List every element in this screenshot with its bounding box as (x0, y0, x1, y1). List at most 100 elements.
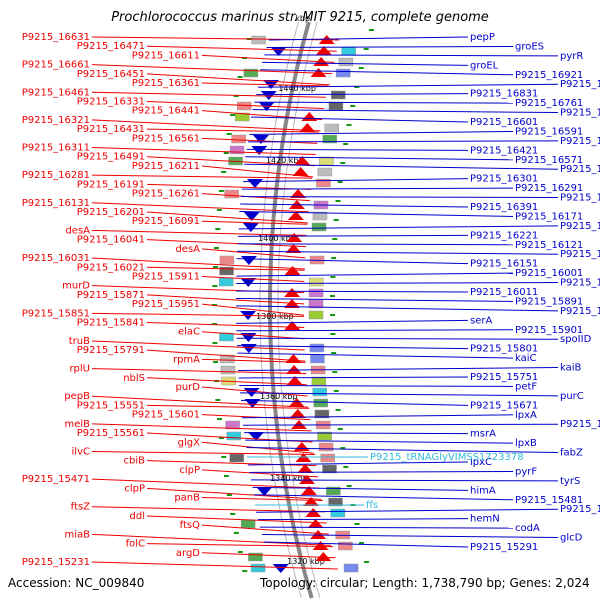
leader-line (236, 272, 514, 277)
reverse-gene-label: P9215_15591 (560, 419, 600, 430)
gene-category-box (243, 68, 259, 78)
gene-category-box (338, 541, 353, 551)
reverse-gene-label: P9215_15751 (470, 372, 538, 383)
forward-gene-label: P9215_15791 (77, 345, 145, 356)
forward-gene-arrow (297, 464, 314, 473)
leader-line (249, 130, 514, 135)
leader-line (236, 337, 559, 340)
forward-gene-arrow (305, 508, 322, 517)
leader-line (238, 376, 469, 379)
leader-line (91, 229, 307, 236)
leader-line (146, 404, 310, 409)
leader-line (242, 423, 559, 426)
reverse-gene-label: groEL (470, 60, 499, 71)
forward-gene-label: P9215_16021 (77, 262, 145, 273)
leader-line (243, 178, 469, 183)
forward-gene-label: P9215_16281 (22, 170, 90, 181)
leader-line (248, 140, 559, 143)
leader-line (254, 494, 514, 501)
gene-category-box (226, 431, 242, 441)
leader-line (236, 282, 559, 285)
gene-category-box (229, 145, 245, 155)
gene-category-box (311, 376, 327, 386)
reverse-gene-label: P9215_16291 (515, 183, 583, 194)
leader-line (91, 312, 305, 317)
reverse-gene-label: P9215_15291 (470, 542, 538, 553)
reverse-gene-label: glcD (560, 533, 583, 544)
reverse-gene-label: fabZ (560, 448, 583, 459)
leader-line (201, 358, 306, 363)
leader-line (201, 220, 308, 225)
reverse-gene-arrow (252, 135, 269, 144)
leader-line (146, 100, 325, 109)
forward-gene-arrow (310, 530, 327, 539)
gene-category-box (312, 211, 328, 221)
forward-gene-arrow (291, 420, 308, 429)
forward-gene-arrow (307, 519, 324, 528)
forward-gene-label: P9215_15601 (132, 410, 200, 421)
label-leader-lines (91, 36, 559, 570)
leader-line (251, 116, 469, 123)
forward-gene-label: P9215_16191 (77, 179, 145, 190)
forward-gene-arrow (293, 442, 310, 451)
reverse-gene-label: P9215_16391 (470, 202, 538, 213)
forward-gene-arrow (289, 409, 306, 418)
reverse-gene-arrow (242, 223, 259, 232)
leader-line (201, 469, 318, 478)
leader-line (237, 367, 559, 372)
leader-line (266, 45, 514, 48)
forward-gene-label: melB (64, 419, 90, 430)
gene-category-box (317, 431, 332, 441)
forward-gene-arrow (303, 497, 320, 506)
leader-line (262, 61, 469, 66)
forward-gene-label: P9215_15851 (22, 308, 90, 319)
leader-line (91, 450, 316, 455)
forward-gene-label: clpP (179, 465, 200, 476)
reverse-gene-label: kaiB (560, 363, 582, 374)
forward-gene-label: desA (175, 244, 200, 255)
gene-category-box (309, 277, 324, 287)
forward-gene-label: P9215_16041 (77, 235, 145, 246)
leader-line (237, 250, 559, 255)
leader-line (201, 165, 314, 178)
forward-gene-arrow (312, 541, 329, 550)
gene-category-box (322, 464, 337, 474)
forward-gene-label: P9215_16491 (77, 152, 145, 163)
leader-line (146, 294, 305, 305)
reverse-gene-label: P9215_16241 (560, 193, 600, 204)
leader-line (236, 258, 469, 265)
leader-line (244, 432, 469, 435)
forward-gene-label: glgX (178, 437, 200, 448)
leader-line (252, 486, 469, 491)
gene-category-box (318, 442, 334, 452)
leader-line (146, 322, 305, 329)
reverse-gene-arrow (244, 399, 261, 408)
forward-gene-label: P9215_15561 (77, 428, 145, 439)
tick-label: 1420 kbp (266, 156, 304, 165)
leader-line (201, 137, 318, 144)
tick-label: 1400 kbp (258, 234, 296, 243)
reverse-gene-label: P9215_16221 (470, 230, 538, 241)
forward-gene-label: truB (69, 336, 90, 347)
forward-gene-label: P9215_15231 (22, 557, 90, 568)
reverse-gene-label: petF (515, 381, 537, 392)
forward-gene-label: P9215_16431 (77, 124, 145, 135)
forward-gene-label: P9215_16471 (77, 41, 145, 52)
leader-line (146, 211, 309, 224)
forward-gene-arrow (290, 189, 307, 198)
gene-category-box (341, 46, 356, 56)
tick-label: 1440 kbp (278, 84, 316, 93)
forward-gene-arrow (294, 156, 311, 165)
forward-gene-label: P9215_16441 (132, 106, 200, 117)
leader-line (238, 234, 469, 237)
leader-line (236, 319, 469, 324)
gene-category-box (320, 453, 335, 463)
forward-gene-label: P9215_15471 (22, 474, 90, 485)
forward-gene-label: P9215_15551 (77, 400, 145, 411)
tick-label: 1320 kbp (287, 557, 325, 566)
reverse-gene-label: P9215_16001 (515, 268, 583, 279)
leader-line (254, 101, 514, 104)
accession-text: Accession: NC_009840 (8, 576, 144, 590)
reverse-gene-label: P9215_16011 (470, 287, 538, 298)
reverse-gene-label: lpxC (470, 457, 492, 468)
